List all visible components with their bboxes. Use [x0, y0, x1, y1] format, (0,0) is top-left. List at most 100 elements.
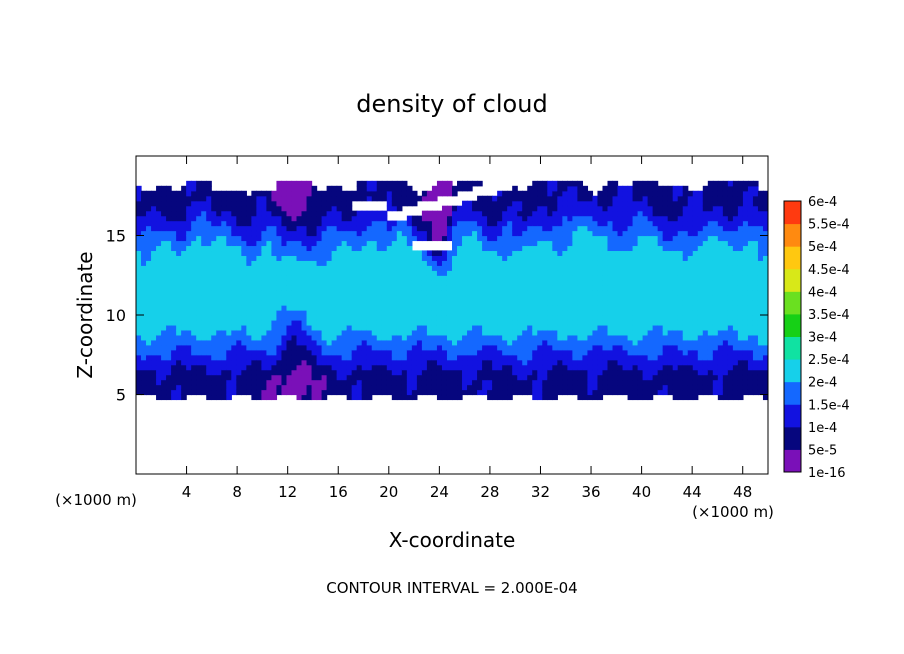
density-cell [577, 329, 584, 336]
density-cell [186, 190, 192, 197]
density-cell [507, 290, 513, 296]
density-cell [657, 280, 664, 286]
density-cell [366, 364, 373, 371]
density-cell [196, 275, 202, 281]
density-cell [141, 344, 147, 351]
density-cell [512, 305, 518, 311]
density-cell [467, 300, 473, 306]
density-cell [241, 265, 247, 271]
density-cell [477, 200, 483, 207]
density-cell [226, 295, 232, 301]
density-cell [592, 260, 599, 266]
density-cell [717, 250, 724, 256]
density-cell [396, 255, 403, 261]
density-cell [166, 285, 172, 291]
density-cell [577, 235, 584, 242]
density-cell [211, 260, 217, 266]
density-cell [156, 364, 162, 371]
density-cell [537, 265, 543, 271]
density-cell [271, 384, 278, 391]
density-cell [602, 235, 609, 242]
density-cell [517, 190, 523, 197]
density-cell [266, 295, 273, 301]
density-cell [522, 230, 528, 237]
density-cell [296, 364, 303, 371]
density-cell [477, 349, 483, 356]
density-cell [241, 215, 247, 222]
density-cell [602, 339, 609, 346]
density-cell [572, 210, 578, 217]
density-cell [717, 275, 724, 281]
density-cell [301, 324, 308, 331]
density-cell [411, 215, 418, 222]
density-cell [622, 384, 629, 391]
density-cell [136, 344, 142, 351]
density-cell [216, 255, 222, 261]
density-cell [316, 354, 323, 361]
density-cell [567, 319, 573, 326]
density-cell [727, 295, 734, 301]
density-cell [256, 394, 262, 401]
density-cell [727, 319, 734, 326]
density-cell [622, 245, 629, 252]
density-cell [537, 230, 543, 237]
density-cell [156, 295, 162, 301]
density-cell [406, 310, 413, 316]
density-cell [592, 310, 599, 316]
density-cell [717, 205, 724, 212]
density-cell [196, 389, 202, 396]
density-cell [707, 235, 714, 242]
density-cell [211, 255, 217, 261]
density-cell [722, 354, 729, 361]
density-cell [336, 235, 343, 242]
density-cell [391, 190, 398, 197]
density-cell [196, 354, 202, 361]
density-cell [361, 290, 368, 296]
density-cell [482, 245, 488, 252]
density-cell [527, 280, 533, 286]
density-cell [331, 205, 338, 212]
density-cell [346, 315, 353, 321]
density-cell [431, 384, 438, 391]
density-cell [261, 295, 268, 301]
density-cell [391, 305, 398, 311]
density-cell [406, 190, 413, 197]
density-cell [607, 354, 614, 361]
density-cell [567, 240, 573, 247]
density-cell [532, 270, 538, 276]
density-cell [592, 270, 599, 276]
density-cell [326, 315, 333, 321]
density-cell [136, 310, 142, 316]
density-cell [622, 230, 629, 237]
density-cell [136, 195, 142, 202]
density-cell [462, 200, 468, 207]
density-cell [376, 369, 383, 376]
density-cell [467, 295, 473, 301]
density-cell [677, 379, 684, 386]
density-cell [552, 290, 558, 296]
density-cell [567, 310, 573, 316]
density-cell [462, 180, 468, 187]
density-cell [136, 215, 142, 222]
density-cell [371, 369, 378, 376]
density-cell [156, 305, 162, 311]
density-cell [261, 215, 268, 222]
density-cell [361, 374, 368, 381]
density-cell [662, 344, 669, 351]
density-cell [482, 260, 488, 266]
density-cell [396, 319, 403, 326]
density-cell [542, 334, 548, 341]
density-cell [316, 369, 323, 376]
density-cell [406, 280, 413, 286]
density-cell [391, 295, 398, 301]
density-cell [381, 280, 388, 286]
density-cell [502, 230, 508, 237]
density-cell [156, 190, 162, 197]
density-cell [572, 349, 578, 356]
density-cell [502, 200, 508, 207]
density-cell [356, 315, 363, 321]
density-cell [647, 205, 654, 212]
density-cell [281, 344, 288, 351]
density-cell [677, 384, 684, 391]
density-cell [682, 200, 689, 207]
